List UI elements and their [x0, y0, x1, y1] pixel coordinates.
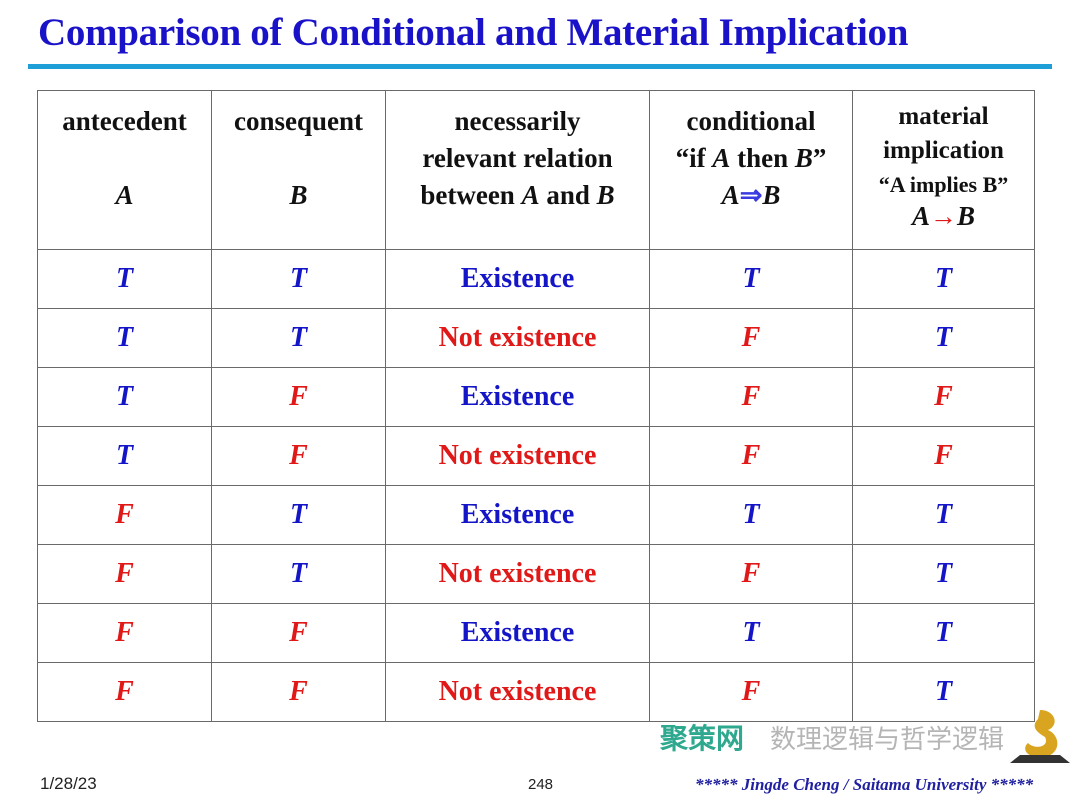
slide-title: Comparison of Conditional and Material I…	[38, 11, 909, 54]
antecedent-cell: F	[37, 603, 212, 663]
header-var: A	[521, 180, 540, 210]
header-text: between	[420, 180, 522, 210]
material-cell: T	[852, 485, 1035, 545]
table-row: T T Not existence F T	[37, 308, 1035, 368]
header-text: “if	[675, 143, 713, 173]
arrow-icon: →	[930, 201, 957, 231]
double-arrow-icon: ⇒	[739, 180, 763, 210]
header-row: antecedent A consequent B necessarily re…	[37, 90, 1035, 250]
relation-cell: Not existence	[385, 544, 650, 604]
title-divider	[28, 64, 1052, 69]
header-line: necessarily	[454, 106, 581, 136]
header-var: B	[957, 201, 976, 231]
header-var: A	[721, 180, 740, 210]
material-cell: T	[852, 603, 1035, 663]
header-label: antecedent	[62, 106, 187, 136]
header-consequent: consequent B	[211, 90, 386, 250]
relation-cell: Not existence	[385, 426, 650, 486]
header-material: material implication “A implies B” A→B	[852, 90, 1035, 250]
relation-cell: Existence	[385, 603, 650, 663]
table-row: T F Existence F F	[37, 367, 1035, 427]
table-row: F T Existence T T	[37, 485, 1035, 545]
header-text: ”	[812, 143, 827, 173]
consequent-cell: T	[211, 544, 386, 604]
antecedent-cell: T	[37, 308, 212, 368]
header-var: B	[289, 180, 308, 210]
conditional-cell: T	[649, 485, 853, 545]
conditional-cell: F	[649, 662, 853, 722]
relation-cell: Existence	[385, 249, 650, 309]
table-row: T T Existence T T	[37, 249, 1035, 309]
conditional-cell: F	[649, 426, 853, 486]
header-text: and	[539, 180, 597, 210]
footer-date: 1/28/23	[40, 774, 97, 793]
material-cell: T	[852, 544, 1035, 604]
header-line: conditional	[686, 106, 816, 136]
header-var: A	[911, 201, 930, 231]
conditional-cell: F	[649, 308, 853, 368]
header-quote: “A implies B”	[878, 172, 1009, 197]
consequent-cell: F	[211, 367, 386, 427]
header-line: relevant relation	[422, 143, 613, 173]
header-relation: necessarily relevant relation between A …	[385, 90, 650, 250]
wechat-watermark: 数理逻辑与哲学逻辑	[770, 725, 1005, 755]
material-cell: F	[852, 426, 1035, 486]
table-row: T F Not existence F F	[37, 426, 1035, 486]
header-label: consequent	[233, 106, 363, 136]
relation-cell: Existence	[385, 367, 650, 427]
conditional-cell: T	[649, 603, 853, 663]
material-cell: F	[852, 367, 1035, 427]
antecedent-cell: T	[37, 249, 212, 309]
antecedent-cell: F	[37, 544, 212, 604]
header-var: B	[794, 143, 813, 173]
conditional-cell: F	[649, 544, 853, 604]
header-text: then	[730, 143, 795, 173]
header-conditional: conditional “if A then B” A⇒B	[649, 90, 853, 250]
header-line: material	[898, 103, 989, 130]
antecedent-cell: T	[37, 367, 212, 427]
consequent-cell: F	[211, 426, 386, 486]
footer-author: ***** Jingde Cheng / Saitama University …	[695, 775, 1034, 794]
conditional-cell: F	[649, 367, 853, 427]
table-row: F F Existence T T	[37, 603, 1035, 663]
material-cell: T	[852, 662, 1035, 722]
header-var: B	[596, 180, 615, 210]
page-number: 248	[528, 776, 554, 793]
header-var: B	[762, 180, 781, 210]
relation-cell: Not existence	[385, 308, 650, 368]
material-cell: T	[852, 308, 1035, 368]
truth-table: antecedent A consequent B necessarily re…	[37, 90, 1035, 722]
consequent-cell: T	[211, 485, 386, 545]
consequent-cell: T	[211, 249, 386, 309]
relation-cell: Not existence	[385, 662, 650, 722]
relation-cell: Existence	[385, 485, 650, 545]
consequent-cell: F	[211, 603, 386, 663]
consequent-cell: F	[211, 662, 386, 722]
antecedent-cell: F	[37, 485, 212, 545]
header-line: implication	[883, 137, 1004, 164]
conditional-cell: T	[649, 249, 853, 309]
header-var: A	[115, 180, 134, 210]
material-cell: T	[852, 249, 1035, 309]
dragon-logo	[1010, 705, 1070, 765]
antecedent-cell: T	[37, 426, 212, 486]
consequent-cell: T	[211, 308, 386, 368]
table-row: F T Not existence F T	[37, 544, 1035, 604]
antecedent-cell: F	[37, 662, 212, 722]
table-row: F F Not existence F T	[37, 662, 1035, 722]
site-watermark: 聚策网	[660, 722, 745, 755]
header-var: A	[712, 143, 731, 173]
header-antecedent: antecedent A	[37, 90, 212, 250]
